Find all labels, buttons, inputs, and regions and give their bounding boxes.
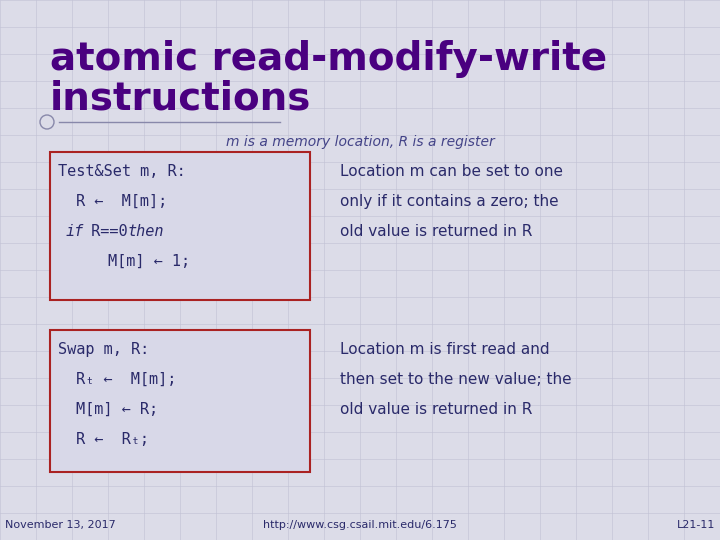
Text: if: if <box>66 224 84 239</box>
Bar <box>50 152 310 300</box>
Text: M[m] ← 1;: M[m] ← 1; <box>108 254 190 269</box>
Text: Swap m, R:: Swap m, R: <box>58 342 149 357</box>
Text: Test&Set m, R:: Test&Set m, R: <box>58 164 186 179</box>
Text: only if it contains a zero; the: only if it contains a zero; the <box>340 194 559 209</box>
Text: old value is returned in R: old value is returned in R <box>340 224 532 239</box>
Text: atomic read-modify-write: atomic read-modify-write <box>50 40 607 78</box>
Text: Rₜ ←  M[m];: Rₜ ← M[m]; <box>76 372 176 387</box>
Text: R==0: R==0 <box>82 224 137 239</box>
Text: http://www.csg.csail.mit.edu/6.175: http://www.csg.csail.mit.edu/6.175 <box>263 520 457 530</box>
Text: then: then <box>128 224 164 239</box>
Text: R ←  M[m];: R ← M[m]; <box>76 194 167 209</box>
Text: November 13, 2017: November 13, 2017 <box>5 520 116 530</box>
Text: M[m] ← R;: M[m] ← R; <box>76 402 158 417</box>
Text: L21-11: L21-11 <box>677 520 715 530</box>
Bar <box>50 330 310 472</box>
Text: then set to the new value; the: then set to the new value; the <box>340 372 572 387</box>
Text: Location m can be set to one: Location m can be set to one <box>340 164 563 179</box>
Text: Location m is first read and: Location m is first read and <box>340 342 549 357</box>
Text: instructions: instructions <box>50 80 311 118</box>
Text: m is a memory location, R is a register: m is a memory location, R is a register <box>225 135 495 149</box>
Text: R ←  Rₜ;: R ← Rₜ; <box>76 432 149 447</box>
Text: old value is returned in R: old value is returned in R <box>340 402 532 417</box>
